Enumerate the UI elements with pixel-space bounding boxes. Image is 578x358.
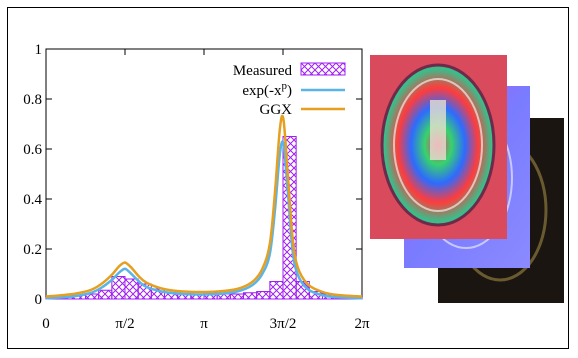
y-tick-label: 0.2 xyxy=(23,242,42,258)
y-tick-label: 0.8 xyxy=(23,92,42,108)
x-tick-label: π/2 xyxy=(115,316,134,332)
legend-label-exp: exp(-xp) xyxy=(242,80,292,99)
legend-label-ggx: GGX xyxy=(260,102,293,118)
histogram-bar xyxy=(243,292,258,300)
histogram-bar xyxy=(256,291,271,300)
series-line xyxy=(45,140,363,300)
legend-label-measured: Measured xyxy=(233,63,293,79)
series-line xyxy=(45,114,363,298)
histogram-bar xyxy=(111,276,126,300)
y-tick-label: 0 xyxy=(35,292,43,308)
x-tick-label: 2π xyxy=(354,316,370,332)
histogram-bar xyxy=(124,278,139,300)
texture-figure xyxy=(430,100,446,160)
legend-swatch-measured xyxy=(300,62,346,76)
histogram-bar xyxy=(269,281,284,300)
x-tick-label: 0 xyxy=(42,316,50,332)
x-tick-label: 3π/2 xyxy=(270,316,297,332)
series-lines xyxy=(45,114,363,300)
legend: Measured exp(-xp) GGX xyxy=(233,62,346,118)
texture-stack xyxy=(370,55,564,303)
x-tick-label: π xyxy=(200,316,208,332)
y-tick-label: 0.6 xyxy=(23,142,42,158)
histogram-bar xyxy=(98,289,113,300)
y-axis: 0 0.2 0.4 0.6 0.8 1 xyxy=(23,42,362,308)
y-tick-label: 1 xyxy=(35,42,43,58)
histogram-bar xyxy=(229,293,244,300)
plot-area xyxy=(45,48,363,300)
y-tick-label: 0.4 xyxy=(23,192,42,208)
histogram-bars xyxy=(45,136,363,300)
